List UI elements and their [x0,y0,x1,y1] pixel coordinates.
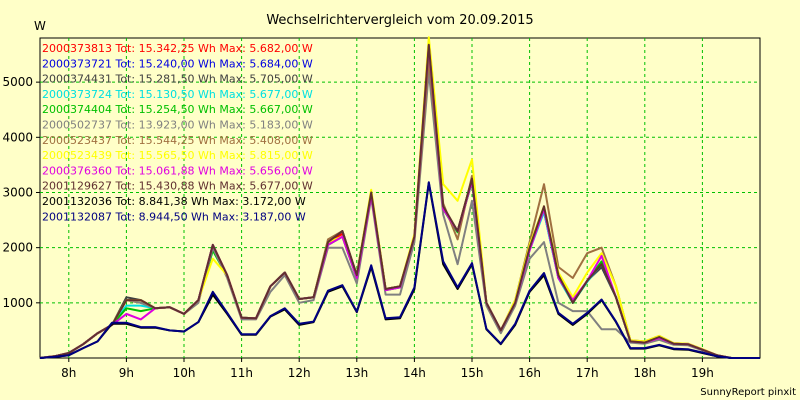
x-tick-label: 18h [633,366,656,380]
series-line-12 [39,181,760,359]
x-tick-label: 12h [288,366,311,380]
series-lines [39,36,760,359]
x-tick-label: 13h [345,366,368,380]
legend-entry: 2000502737 Tot: 13.923,00 Wh Max: 5.183,… [42,119,313,132]
legend-entry: 2000523439 Tot: 15.565,50 Wh Max: 5.815,… [42,149,313,162]
x-axis-ticks: 8h 9h 10h 11h 12h 13h 14h 15h 16h 17h 18h 19h [61,358,714,380]
y-tick-label: 1000 [2,296,33,310]
legend-entry: 2000523437 Tot: 15.544,25 Wh Max: 5.408,… [42,134,313,147]
y-axis-label: W [34,19,46,33]
series-line-10 [39,43,760,359]
legend-entry: 2001132036 Tot: 8.841,38 Wh Max: 3.172,0… [42,195,306,208]
legend-entry: 2000373724 Tot: 15.130,50 Wh Max: 5.677,… [42,88,313,101]
y-tick-label: 5000 [2,75,33,89]
y-tick-label: 3000 [2,185,33,199]
legend-entry: 2000374431 Tot: 15.281,50 Wh Max: 5.705,… [42,73,313,86]
legend-entry: 2000373721 Tot: 15.240,00 Wh Max: 5.684,… [42,57,313,70]
x-tick-label: 16h [518,366,541,380]
chart-title: Wechselrichtervergleich vom 20.09.2015 [266,13,533,28]
y-tick-label: 2000 [2,241,33,255]
chart-footer: SunnyReport pinxit [700,387,796,398]
legend-entry: 2001132087 Tot: 8.944,50 Wh Max: 3.187,0… [42,210,306,223]
legend-entry: 2000373813 Tot: 15.342,25 Wh Max: 5.682,… [42,42,313,55]
plot-frame [39,37,761,359]
legend-entry: 2000376360 Tot: 15.061,88 Wh Max: 5.656,… [42,164,313,177]
x-tick-label: 8h [61,366,76,380]
legend: 2000373813 Tot: 15.342,25 Wh Max: 5.682,… [42,42,313,223]
legend-entry: 2000374404 Tot: 15.254,50 Wh Max: 5.667,… [42,103,313,116]
legend-entry: 2001129627 Tot: 15.430,88 Wh Max: 5.677,… [42,180,313,193]
x-tick-label: 9h [119,366,134,380]
x-tick-label: 19h [691,366,714,380]
x-tick-label: 14h [403,366,426,380]
x-tick-label: 11h [230,366,253,380]
x-tick-label: 17h [576,366,599,380]
plot-area [39,36,761,359]
series-line-11 [39,182,760,359]
x-tick-label: 10h [173,366,196,380]
y-axis-ticks: 1000 2000 3000 4000 5000 [2,75,40,310]
y-tick-label: 4000 [2,130,33,144]
x-tick-label: 15h [461,366,484,380]
grid [40,38,760,358]
